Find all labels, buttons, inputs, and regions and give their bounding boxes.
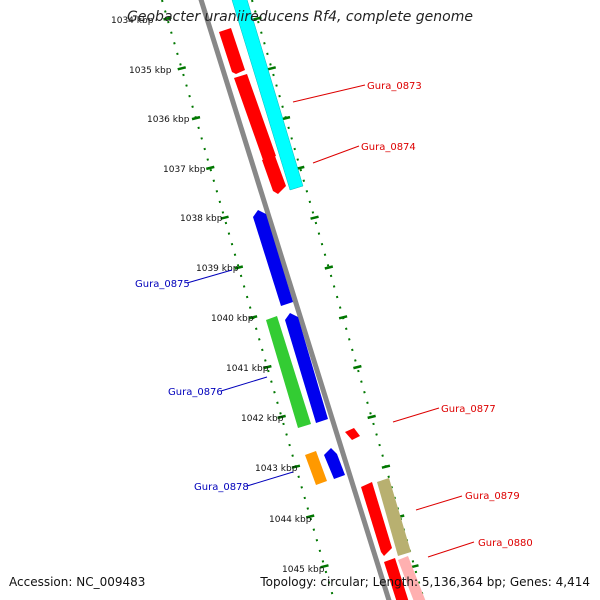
kbp-label: 1043 kbp — [255, 464, 298, 474]
outer-major-tick — [367, 414, 376, 420]
gene-gura-0875[interactable] — [253, 210, 293, 306]
genome-backbone — [198, 0, 392, 600]
kbp-label: 1042 kbp — [241, 414, 284, 424]
kbp-label: 1037 kbp — [163, 165, 206, 175]
kbp-label: 1045 kbp — [282, 565, 325, 575]
inner-major-tick — [305, 514, 315, 519]
inner-major-tick — [277, 414, 286, 420]
inner-major-tick — [320, 564, 329, 569]
leader-line — [415, 495, 463, 511]
gene-segment-pink[interactable] — [398, 556, 430, 600]
outer-major-tick — [253, 16, 262, 21]
kbp-label: 1034 kbp — [111, 16, 154, 26]
gene-segment-blue[interactable] — [285, 313, 328, 423]
gene-gura-0878[interactable] — [305, 451, 327, 485]
kbp-label: 1039 kbp — [196, 264, 239, 274]
gene-gura-0874[interactable] — [262, 156, 286, 194]
outer-major-tick — [267, 66, 277, 71]
inner-major-tick — [205, 165, 215, 171]
gene-gura-0879[interactable] — [361, 482, 392, 556]
gene-label-gura-0873[interactable]: Gura_0873 — [367, 81, 422, 92]
major-ticks — [163, 16, 419, 569]
inner-major-tick — [291, 464, 301, 469]
gene-segment-red[interactable] — [219, 28, 245, 74]
inner-major-tick — [248, 315, 258, 320]
kbp-label: 1035 kbp — [129, 66, 172, 76]
inner-major-tick — [191, 115, 201, 121]
outer-major-tick — [353, 364, 362, 370]
gene-label-gura-0880[interactable]: Gura_0880 — [478, 538, 533, 549]
inner-major-tick — [234, 265, 244, 270]
outer-major-tick — [324, 265, 334, 270]
gene-label-gura-0878[interactable]: Gura_0878 — [194, 482, 249, 493]
inner-major-tick — [177, 66, 187, 71]
leader-line — [392, 407, 440, 423]
outer-major-tick — [310, 215, 319, 220]
gene-label-gura-0876[interactable]: Gura_0876 — [168, 387, 223, 398]
kbp-labels: 1034 kbp 1035 kbp 1036 kbp 1037 kbp 1038… — [111, 16, 325, 575]
gene-segment-blue[interactable] — [324, 448, 345, 479]
gene-segment-red[interactable] — [384, 558, 412, 600]
inner-major-tick — [220, 215, 229, 220]
outer-major-tick — [281, 115, 291, 121]
leader-line — [246, 471, 294, 487]
outer-major-tick — [381, 464, 391, 469]
genome-summary: Topology: circular; Length: 5,136,364 bp… — [260, 575, 590, 589]
gene-segment-red[interactable] — [234, 74, 276, 160]
kbp-label: 1040 kbp — [211, 314, 254, 324]
kbp-label: 1044 kbp — [269, 515, 312, 525]
leader-line — [186, 269, 233, 284]
leader-line — [312, 145, 360, 164]
outer-major-tick — [338, 315, 348, 320]
kbp-label: 1041 kbp — [226, 364, 269, 374]
gene-label-gura-0874[interactable]: Gura_0874 — [361, 142, 416, 153]
genome-title: Geobacter uraniireducens Rf4, complete g… — [127, 9, 473, 25]
gene-label-gura-0877[interactable]: Gura_0877 — [441, 404, 496, 415]
gene-label-gura-0875[interactable]: Gura_0875 — [135, 279, 190, 290]
accession-label: Accession: NC_009483 — [9, 575, 146, 589]
gene-gura-0880[interactable] — [377, 478, 411, 556]
leader-line — [427, 541, 475, 558]
inner-major-tick — [263, 364, 272, 370]
leader-line — [292, 84, 366, 103]
kbp-label: 1038 kbp — [180, 214, 223, 224]
gene-gura-0873[interactable] — [231, 0, 304, 191]
leader-line — [220, 376, 268, 392]
inner-major-tick — [163, 16, 172, 21]
gene-label-gura-0879[interactable]: Gura_0879 — [465, 491, 520, 502]
gene-gura-0877[interactable] — [345, 428, 360, 440]
gene-gura-0876[interactable] — [266, 316, 311, 428]
kbp-label: 1036 kbp — [147, 115, 190, 125]
